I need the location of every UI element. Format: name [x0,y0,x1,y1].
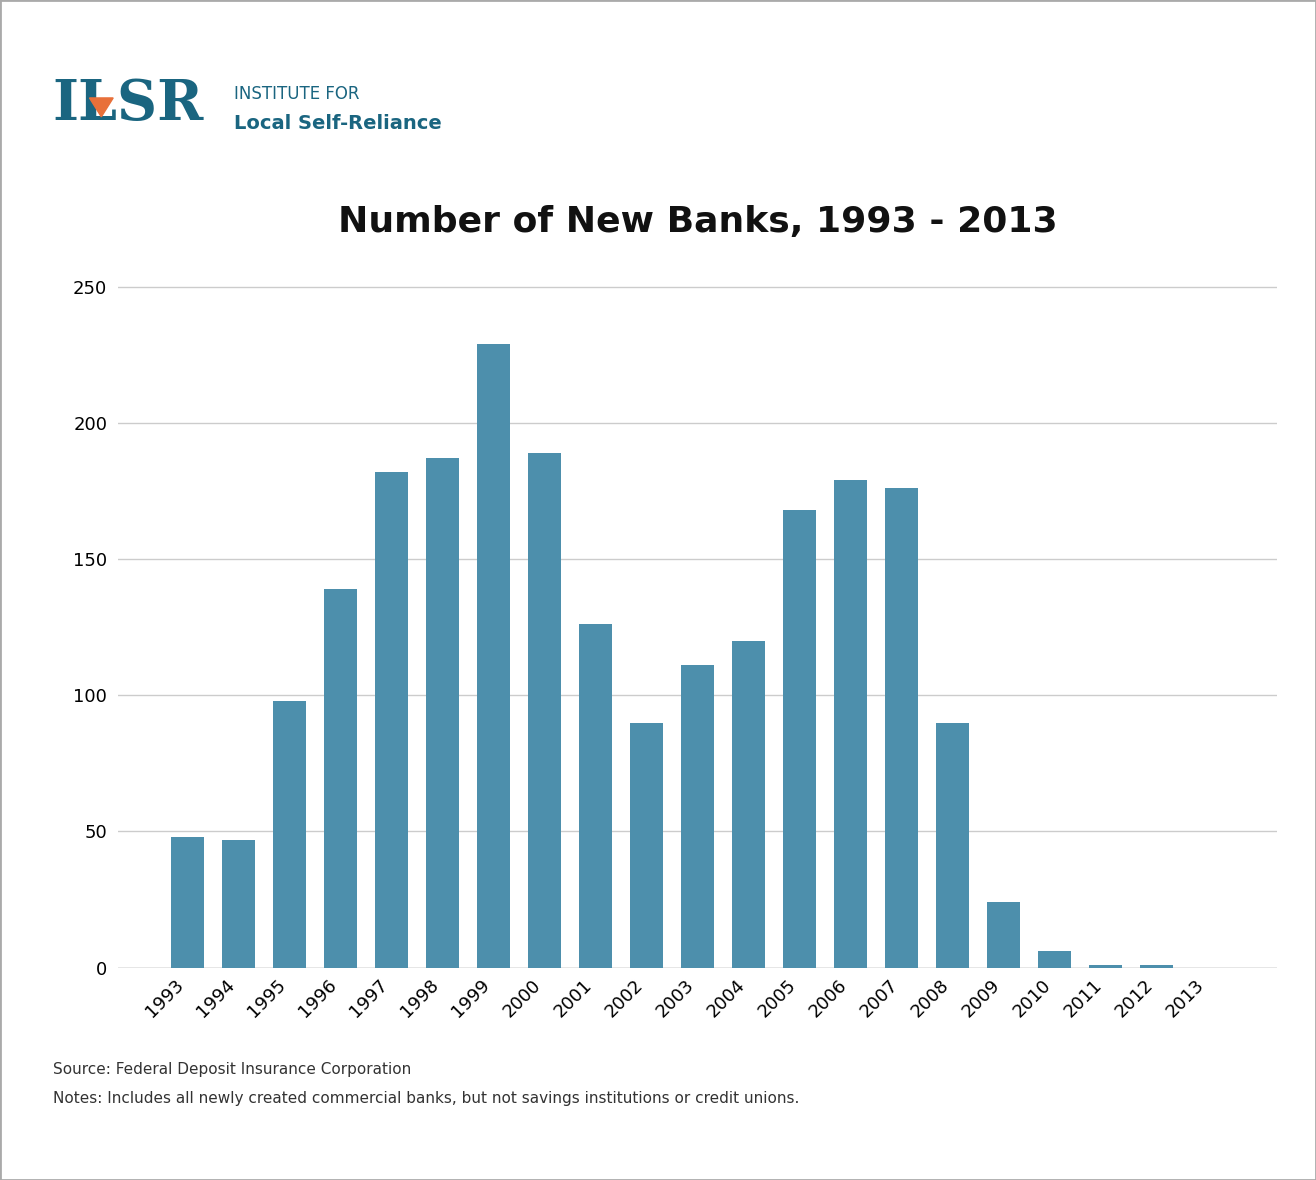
Title: Number of New Banks, 1993 - 2013: Number of New Banks, 1993 - 2013 [338,205,1057,238]
Bar [783,510,816,968]
Bar [884,489,919,968]
Bar [834,480,867,968]
Bar [222,840,255,968]
Bar [272,701,307,968]
Text: Local Self-Reliance: Local Self-Reliance [234,114,442,133]
Text: INSTITUTE FOR: INSTITUTE FOR [234,85,359,103]
Bar [579,624,612,968]
Bar [987,903,1020,968]
Bar [171,837,204,968]
Bar [1038,951,1071,968]
Text: Notes: Includes all newly created commercial banks, but not savings institutions: Notes: Includes all newly created commer… [53,1092,799,1107]
Bar [732,641,765,968]
Bar [936,722,969,968]
Text: Source: Federal Deposit Insurance Corporation: Source: Federal Deposit Insurance Corpor… [53,1062,411,1077]
Bar [375,472,408,968]
Bar [680,666,715,968]
Bar [630,722,663,968]
Bar [324,589,357,968]
Bar [476,345,511,968]
Bar [1140,965,1173,968]
Bar [528,453,561,968]
Bar [1088,965,1123,968]
Bar [426,458,459,968]
Text: ILSR: ILSR [53,77,204,132]
